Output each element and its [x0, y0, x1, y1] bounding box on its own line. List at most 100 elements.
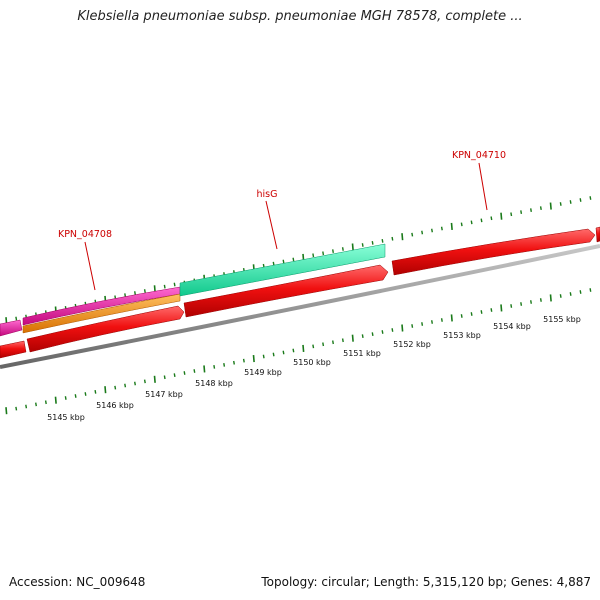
cds-arrow-4[interactable]: [391, 228, 596, 276]
minor-tick: [35, 402, 37, 407]
hisG-leader: [265, 200, 278, 250]
major-tick: [450, 314, 453, 322]
minor-tick: [292, 348, 295, 353]
minor-tick: [421, 230, 424, 235]
minor-tick: [510, 212, 513, 217]
cds-arrow-2[interactable]: [26, 305, 185, 353]
minor-tick: [530, 208, 532, 213]
minor-tick: [94, 389, 97, 394]
major-tick: [450, 222, 453, 230]
minor-tick: [312, 253, 315, 258]
minor-tick: [163, 375, 166, 380]
major-tick: [153, 375, 156, 383]
minor-tick: [143, 379, 146, 384]
minor-tick: [559, 294, 562, 298]
minor-tick: [74, 394, 77, 398]
inner-tick-track: [5, 288, 592, 415]
cds-arrow-3[interactable]: [183, 264, 389, 318]
gene-label-KPN_04710[interactable]: KPN_04710: [452, 150, 506, 161]
kbp-label: 5149 kbp: [244, 368, 282, 377]
minor-tick: [15, 406, 18, 411]
minor-tick: [579, 198, 582, 202]
minor-tick: [134, 291, 136, 295]
minor-tick: [421, 322, 424, 326]
major-tick: [500, 304, 503, 312]
minor-tick: [134, 381, 136, 386]
minor-tick: [559, 202, 562, 206]
minor-tick: [391, 236, 394, 241]
minor-tick: [64, 396, 67, 400]
minor-tick: [569, 200, 572, 204]
minor-tick: [431, 228, 433, 233]
cds-arrow-5[interactable]: [595, 226, 600, 243]
KPN_04710-leader: [478, 162, 488, 211]
minor-tick: [520, 210, 523, 215]
minor-tick: [114, 385, 117, 390]
minor-tick: [480, 310, 483, 314]
minor-tick: [539, 206, 542, 211]
minor-tick: [460, 314, 463, 318]
minor-tick: [44, 400, 47, 405]
minor-tick: [569, 292, 572, 296]
gene-hisG-feature[interactable]: [179, 243, 386, 297]
minor-tick: [520, 302, 523, 306]
minor-tick: [539, 298, 542, 302]
kbp-label: 5146 kbp: [96, 401, 134, 410]
minor-tick: [371, 240, 374, 245]
major-tick: [302, 344, 305, 352]
minor-tick: [292, 257, 295, 262]
minor-tick: [411, 324, 414, 328]
major-tick: [252, 355, 255, 363]
minor-tick: [183, 371, 186, 375]
minor-tick: [173, 282, 176, 287]
genome-summary-text: Topology: circular; Length: 5,315,120 bp…: [261, 575, 591, 589]
minor-tick: [440, 318, 443, 322]
minor-tick: [322, 251, 325, 256]
map-title: Klebsiella pneumoniae subsp. pneumoniae …: [77, 9, 523, 24]
minor-tick: [361, 334, 364, 339]
major-tick: [351, 334, 354, 342]
minor-tick: [480, 218, 483, 223]
major-tick: [500, 212, 503, 220]
major-tick: [549, 202, 552, 210]
minor-tick: [312, 344, 315, 349]
minor-tick: [470, 220, 473, 225]
kbp-label: 5154 kbp: [493, 322, 531, 331]
minor-tick: [163, 284, 166, 289]
minor-tick: [579, 290, 582, 294]
gene-label-KPN_04708[interactable]: KPN_04708: [58, 229, 112, 240]
accession-text: Accession: NC_009648: [9, 575, 146, 589]
kbp-label: 5150 kbp: [293, 358, 331, 367]
major-tick: [104, 386, 107, 394]
minor-tick: [193, 369, 196, 373]
minor-tick: [84, 392, 87, 396]
minor-tick: [332, 249, 334, 254]
kbp-label: 5151 kbp: [343, 349, 381, 358]
feature-magenta-segment[interactable]: [0, 319, 23, 337]
minor-tick: [381, 238, 384, 243]
minor-tick: [242, 358, 245, 363]
minor-tick: [282, 259, 285, 264]
minor-tick: [490, 308, 493, 312]
feature-orange-band[interactable]: [22, 293, 181, 334]
minor-tick: [341, 338, 344, 343]
kbp-label: 5145 kbp: [47, 413, 85, 422]
minor-tick: [431, 320, 433, 324]
cds-arrow-1[interactable]: [0, 340, 27, 359]
minor-tick: [589, 196, 592, 200]
genome-backbone: [0, 244, 600, 369]
minor-tick: [589, 288, 592, 292]
gene-label-hisG[interactable]: hisG: [257, 189, 278, 200]
kbp-label: 5147 kbp: [145, 390, 183, 399]
minor-tick: [25, 404, 28, 409]
minor-tick: [124, 383, 127, 388]
minor-tick: [15, 316, 18, 321]
major-tick: [549, 294, 552, 302]
minor-tick: [490, 216, 493, 221]
major-tick: [351, 243, 354, 251]
minor-tick: [143, 289, 146, 293]
minor-tick: [262, 354, 265, 359]
minor-tick: [223, 362, 226, 367]
major-tick: [5, 407, 8, 415]
